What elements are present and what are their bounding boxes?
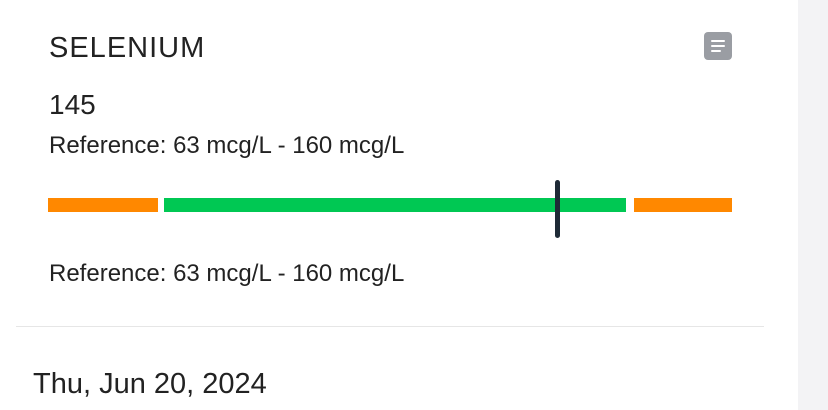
notes-icon-line — [711, 50, 721, 52]
result-date: Thu, Jun 20, 2024 — [33, 368, 267, 400]
range-segment-low — [48, 198, 158, 212]
reference-range-label-bottom: Reference: 63 mcg/L - 160 mcg/L — [49, 260, 405, 287]
reference-range-bar — [48, 198, 732, 212]
notes-icon-line — [711, 40, 725, 42]
test-name: SELENIUM — [49, 32, 206, 64]
notes-icon[interactable] — [704, 32, 732, 60]
range-segment-normal — [164, 198, 626, 212]
result-value: 145 — [49, 89, 96, 120]
lab-result-card: SELENIUM 145 Reference: 63 mcg/L - 160 m… — [16, 32, 764, 400]
result-marker — [555, 180, 560, 238]
range-segment-high — [634, 198, 732, 212]
scrollbar-track[interactable] — [797, 0, 828, 410]
reference-range-label: Reference: 63 mcg/L - 160 mcg/L — [49, 132, 405, 159]
notes-icon-line — [711, 45, 725, 47]
divider — [16, 326, 764, 327]
